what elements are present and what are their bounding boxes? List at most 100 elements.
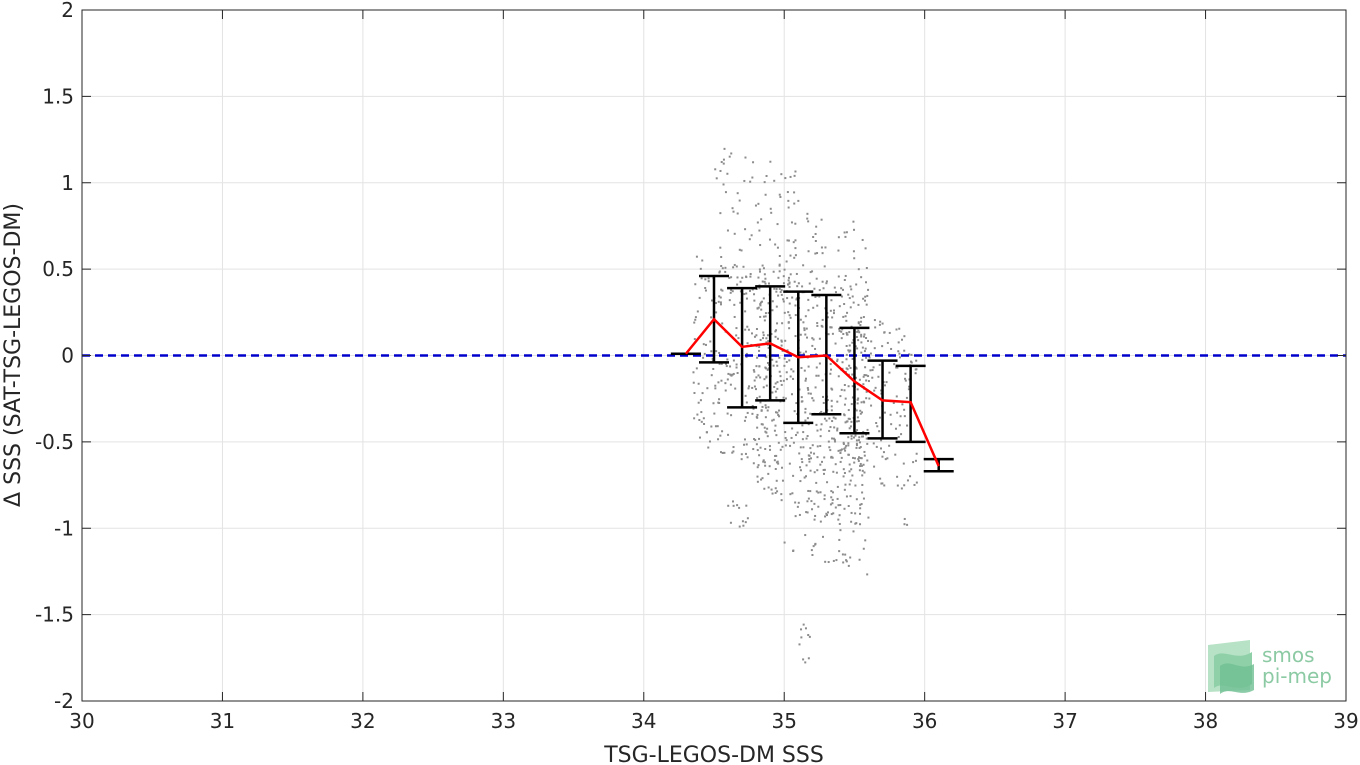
scatter-point (875, 422, 878, 425)
scatter-point (732, 450, 735, 453)
x-axis-ticks: 30 31 32 33 34 35 36 37 38 39 (69, 10, 1359, 733)
scatter-point (852, 436, 855, 439)
scatter-point (752, 161, 755, 164)
mean-polyline (684, 317, 940, 467)
scatter-point (900, 433, 903, 436)
scatter-point (809, 447, 812, 450)
scatter-point (693, 321, 696, 324)
scatter-point (888, 331, 891, 334)
scatter-point (822, 472, 825, 475)
scatter-point (813, 518, 816, 521)
scatter-point (774, 382, 777, 385)
scatter-point (844, 421, 847, 424)
scatter-point (847, 564, 850, 567)
scatter-point (814, 386, 817, 389)
scatter-point (810, 549, 813, 552)
scatter-point (764, 404, 767, 407)
scatter-point (813, 471, 816, 474)
scatter-point (768, 445, 771, 448)
scatter-point (800, 366, 803, 369)
scatter-point (815, 481, 818, 484)
scatter-point (801, 424, 804, 427)
scatter-point (756, 397, 759, 400)
mean-line (684, 317, 940, 467)
scatter-point (854, 345, 857, 348)
scatter-point (863, 374, 866, 377)
scatter-point (730, 374, 733, 377)
scatter-point (857, 268, 860, 271)
scatter-point (809, 392, 812, 395)
scatter-point (789, 175, 792, 178)
scatter-point (708, 440, 711, 443)
scatter-point (836, 429, 839, 432)
scatter-point (851, 385, 854, 388)
scatter-point (751, 176, 754, 179)
scatter-point (762, 386, 765, 389)
scatter-point (718, 271, 721, 274)
scatter-point (861, 474, 864, 477)
scatter-point (774, 467, 777, 470)
scatter-point (753, 293, 756, 296)
scatter-point (704, 286, 707, 289)
scatter-point (758, 268, 761, 271)
scatter-point (807, 388, 810, 391)
scatter-point (764, 282, 767, 285)
scatter-point (703, 352, 706, 355)
scatter-point (788, 359, 791, 362)
scatter-point (830, 490, 833, 493)
scatter-point (860, 464, 863, 467)
scatter-point (806, 387, 809, 390)
scatter-point (811, 344, 814, 347)
scatter-point (867, 339, 870, 342)
scatter-point (909, 475, 912, 478)
scatter-point (786, 349, 789, 352)
scatter-point (845, 353, 848, 356)
scatter-point (746, 517, 749, 520)
scatter-point (721, 289, 724, 292)
scatter-point (840, 330, 843, 333)
scatter-point (775, 396, 778, 399)
scatter-point (898, 327, 901, 330)
y-axis-ticks: -2 -1.5 -1 -0.5 0 0.5 1 1.5 2 (35, 0, 1346, 713)
scatter-point (862, 375, 865, 378)
scatter-point (855, 409, 858, 412)
scatter-point (762, 334, 765, 337)
y-tick-label: -1.5 (35, 603, 74, 627)
scatter-point (757, 374, 760, 377)
scatter-point (879, 477, 882, 480)
scatter-point (742, 265, 745, 268)
scatter-point (793, 280, 796, 283)
y-tick-label: 0 (61, 344, 74, 368)
scatter-point (804, 411, 807, 414)
scatter-point (777, 413, 780, 416)
scatter-point (855, 366, 858, 369)
x-tick-label: 35 (771, 709, 796, 733)
y-tick-label: -2 (54, 689, 74, 713)
scatter-point (848, 417, 851, 420)
scatter-point (898, 424, 901, 427)
scatter-point (695, 367, 698, 370)
scatter-point (799, 446, 802, 449)
scatter-point (815, 225, 818, 228)
scatter-point (856, 429, 859, 432)
scatter-point (869, 369, 872, 372)
scatter-point (795, 402, 798, 405)
scatter-point (862, 497, 865, 500)
scatter-point (858, 469, 861, 472)
scatter-point (853, 457, 856, 460)
scatter-point (777, 276, 780, 279)
scatter-point (732, 210, 735, 213)
scatter-point (803, 369, 806, 372)
scatter-point (775, 305, 778, 308)
scatter-point (801, 461, 804, 464)
scatter-point (881, 345, 884, 348)
scatter-point (755, 443, 758, 446)
scatter-point (759, 315, 762, 318)
scatter-point (733, 315, 736, 318)
scatter-point (724, 382, 727, 385)
scatter-point (906, 479, 909, 482)
scatter-point (805, 327, 808, 330)
scatter-point (816, 304, 819, 307)
scatter-point (704, 289, 707, 292)
scatter-point (858, 378, 861, 381)
